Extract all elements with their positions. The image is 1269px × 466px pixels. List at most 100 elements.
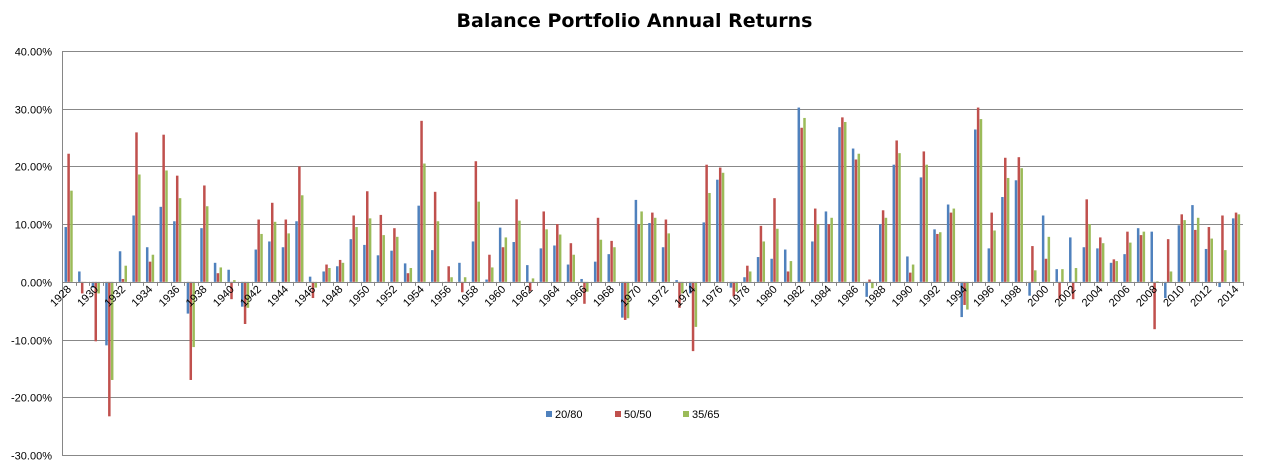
bar-20-80-2004 bbox=[1096, 248, 1099, 282]
bar-35-65-1971 bbox=[653, 217, 657, 282]
bar-35-65-1958 bbox=[477, 201, 480, 282]
bar-20-80-1998 bbox=[1014, 180, 1018, 282]
bar-35-65-2008 bbox=[1156, 281, 1159, 282]
bar-35-65-1952 bbox=[396, 236, 399, 282]
bar-20-80-1977 bbox=[729, 281, 733, 288]
bar-35-65-1934 bbox=[151, 254, 155, 282]
bar-20-80-1967 bbox=[593, 261, 597, 282]
bar-35-65-1972 bbox=[667, 233, 670, 282]
bar-20-80-1935 bbox=[159, 206, 163, 282]
bar-50-50-1943 bbox=[270, 202, 274, 282]
bar-50-50-1999 bbox=[1031, 246, 1034, 282]
bar-35-65-1994 bbox=[966, 281, 969, 310]
bar-35-65-1940 bbox=[233, 280, 236, 282]
bar-50-50-1991 bbox=[922, 151, 926, 282]
bar-35-65-1960 bbox=[504, 237, 508, 282]
bar-35-65-1973 bbox=[681, 281, 684, 294]
bar-20-80-1999 bbox=[1028, 281, 1031, 296]
bar-50-50-1973 bbox=[678, 281, 681, 308]
bar-20-80-1981 bbox=[783, 249, 787, 282]
bar-20-80-1936 bbox=[173, 221, 176, 282]
bar-50-50-1970 bbox=[637, 224, 640, 282]
bar-20-80-1995 bbox=[974, 129, 977, 282]
bar-35-65-1955 bbox=[436, 221, 440, 282]
bar-20-80-1997 bbox=[1001, 197, 1004, 282]
legend: 20/80 50/50 35/65 bbox=[546, 409, 720, 421]
x-tick-label: 1952 bbox=[374, 284, 400, 310]
bar-50-50-1930 bbox=[94, 281, 98, 342]
y-tick-label: 10.00% bbox=[15, 220, 53, 232]
legend-swatch-35-65 bbox=[683, 411, 689, 417]
x-tick-label: 1986 bbox=[835, 284, 861, 310]
bar-50-50-1957 bbox=[461, 281, 464, 293]
bar-20-80-1938 bbox=[200, 228, 203, 282]
bar-50-50-1956 bbox=[447, 266, 450, 282]
bar-20-80-1988 bbox=[879, 224, 882, 282]
x-tick-label: 1972 bbox=[645, 284, 671, 310]
bar-35-65-1992 bbox=[938, 232, 942, 282]
x-tick-label: 1950 bbox=[347, 284, 373, 310]
bar-20-80-1928 bbox=[64, 227, 68, 282]
bar-35-65-1936 bbox=[178, 198, 182, 282]
bar-50-50-1993 bbox=[949, 212, 953, 282]
bar-50-50-1938 bbox=[203, 185, 206, 282]
bar-50-50-2001 bbox=[1058, 281, 1061, 300]
bar-35-65-1967 bbox=[599, 239, 603, 282]
bar-35-65-1977 bbox=[735, 281, 738, 292]
bar-35-65-2006 bbox=[1129, 242, 1132, 282]
bar-35-65-1995 bbox=[979, 119, 983, 282]
bar-50-50-1948 bbox=[338, 259, 342, 282]
x-tick-label: 1946 bbox=[292, 284, 318, 310]
x-tick-label: 1992 bbox=[917, 284, 943, 310]
bar-35-65-1993 bbox=[952, 208, 956, 282]
bar-35-65-1928 bbox=[70, 190, 73, 282]
legend-label-20-80: 20/80 bbox=[555, 409, 583, 421]
bar-35-65-1947 bbox=[328, 268, 331, 282]
bar-35-65-1976 bbox=[721, 172, 725, 282]
bar-20-80-1986 bbox=[851, 148, 855, 282]
y-tick-label: 40.00% bbox=[15, 47, 53, 59]
bar-35-65-1998 bbox=[1020, 168, 1023, 282]
bar-35-65-2010 bbox=[1183, 220, 1186, 282]
bar-50-50-1944 bbox=[284, 219, 288, 282]
bar-50-50-1939 bbox=[216, 273, 220, 282]
bar-35-65-2003 bbox=[1088, 224, 1091, 282]
bar-20-80-1952 bbox=[390, 250, 393, 282]
bar-20-80-2008 bbox=[1150, 231, 1153, 282]
bar-35-65-1931 bbox=[110, 281, 114, 380]
bar-50-50-1997 bbox=[1004, 157, 1007, 282]
bar-35-65-1946 bbox=[314, 281, 318, 288]
bar-35-65-2004 bbox=[1101, 243, 1105, 282]
bar-20-80-1948 bbox=[336, 266, 339, 282]
bar-50-50-1984 bbox=[827, 224, 831, 282]
bar-50-50-1928 bbox=[67, 153, 70, 282]
bar-35-65-1969 bbox=[626, 281, 630, 319]
bar-50-50-1982 bbox=[800, 127, 803, 282]
bar-35-65-1982 bbox=[803, 117, 806, 282]
x-tick-label: 1974 bbox=[673, 284, 699, 310]
chart-title: Balance Portfolio Annual Returns bbox=[456, 10, 813, 32]
bar-50-50-2000 bbox=[1044, 258, 1048, 282]
bar-20-80-1963 bbox=[539, 248, 543, 282]
bar-50-50-1965 bbox=[569, 243, 573, 282]
bar-35-65-1979 bbox=[762, 241, 766, 282]
bar-50-50-2010 bbox=[1180, 214, 1183, 282]
bar-50-50-2004 bbox=[1099, 237, 1102, 282]
bar-35-65-1978 bbox=[748, 271, 752, 282]
bar-50-50-1962 bbox=[528, 281, 532, 292]
bar-20-80-1946 bbox=[308, 276, 312, 282]
bar-35-65-1968 bbox=[613, 247, 616, 282]
x-tick-label: 2002 bbox=[1053, 284, 1079, 310]
bar-35-65-1963 bbox=[545, 229, 548, 282]
bar-50-50-1967 bbox=[596, 217, 600, 282]
bar-50-50-1978 bbox=[746, 265, 749, 282]
bar-50-50-1937 bbox=[189, 281, 193, 380]
bar-35-65-1957 bbox=[463, 277, 467, 282]
bar-20-80-1951 bbox=[376, 255, 380, 282]
bar-20-80-2001 bbox=[1055, 269, 1058, 282]
bar-35-65-1985 bbox=[843, 121, 847, 282]
bar-35-65-1954 bbox=[423, 163, 426, 282]
bars bbox=[64, 107, 1241, 417]
x-tick-label: 1998 bbox=[998, 284, 1024, 310]
bar-35-65-1949 bbox=[355, 227, 358, 282]
